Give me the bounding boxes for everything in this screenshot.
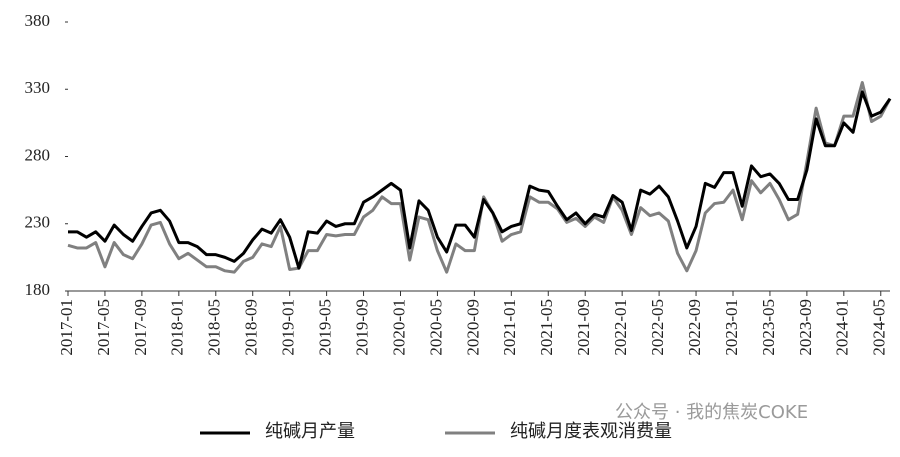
x-tick-label: 2023-05 xyxy=(759,299,778,356)
x-tick-label: 2021-01 xyxy=(500,299,519,356)
x-tick-label: 2020-05 xyxy=(426,299,445,356)
x-tick-label: 2023-01 xyxy=(722,299,741,356)
legend-label: 纯碱月度表观消费量 xyxy=(510,421,672,441)
x-tick-label: 2017-01 xyxy=(57,299,76,356)
x-tick-label: 2020-01 xyxy=(389,299,408,356)
x-tick-label: 2022-01 xyxy=(611,299,630,356)
x-tick-label: 2021-09 xyxy=(574,299,593,356)
y-tick-label: 330 xyxy=(25,78,51,97)
y-tick-label: 380 xyxy=(25,11,51,30)
x-tick-label: 2017-09 xyxy=(131,299,150,356)
series-line xyxy=(68,90,892,270)
x-tick-label: 2024-05 xyxy=(870,299,889,356)
x-tick-label: 2024-01 xyxy=(833,299,852,356)
watermark: 公众号 · 我的焦炭COKE xyxy=(615,402,808,423)
x-tick-label: 2018-05 xyxy=(205,299,224,356)
x-tick-label: 2018-09 xyxy=(242,299,261,356)
y-tick-label: 230 xyxy=(25,213,51,232)
x-tick-label: 2019-05 xyxy=(316,299,335,356)
legend-label: 纯碱月产量 xyxy=(265,421,355,441)
y-tick-label: 180 xyxy=(25,280,51,299)
x-tick-label: 2021-05 xyxy=(537,299,556,356)
y-tick-label: 280 xyxy=(25,145,51,164)
x-tick-label: 2019-09 xyxy=(352,299,371,356)
x-tick-label: 2019-01 xyxy=(279,299,298,356)
x-tick-label: 2018-01 xyxy=(168,299,187,356)
x-tick-label: 2022-09 xyxy=(685,299,704,356)
x-tick-label: 2022-05 xyxy=(648,299,667,356)
x-tick-label: 2017-05 xyxy=(94,299,113,356)
x-tick-label: 2023-09 xyxy=(796,299,815,356)
x-tick-label: 2020-09 xyxy=(463,299,482,356)
